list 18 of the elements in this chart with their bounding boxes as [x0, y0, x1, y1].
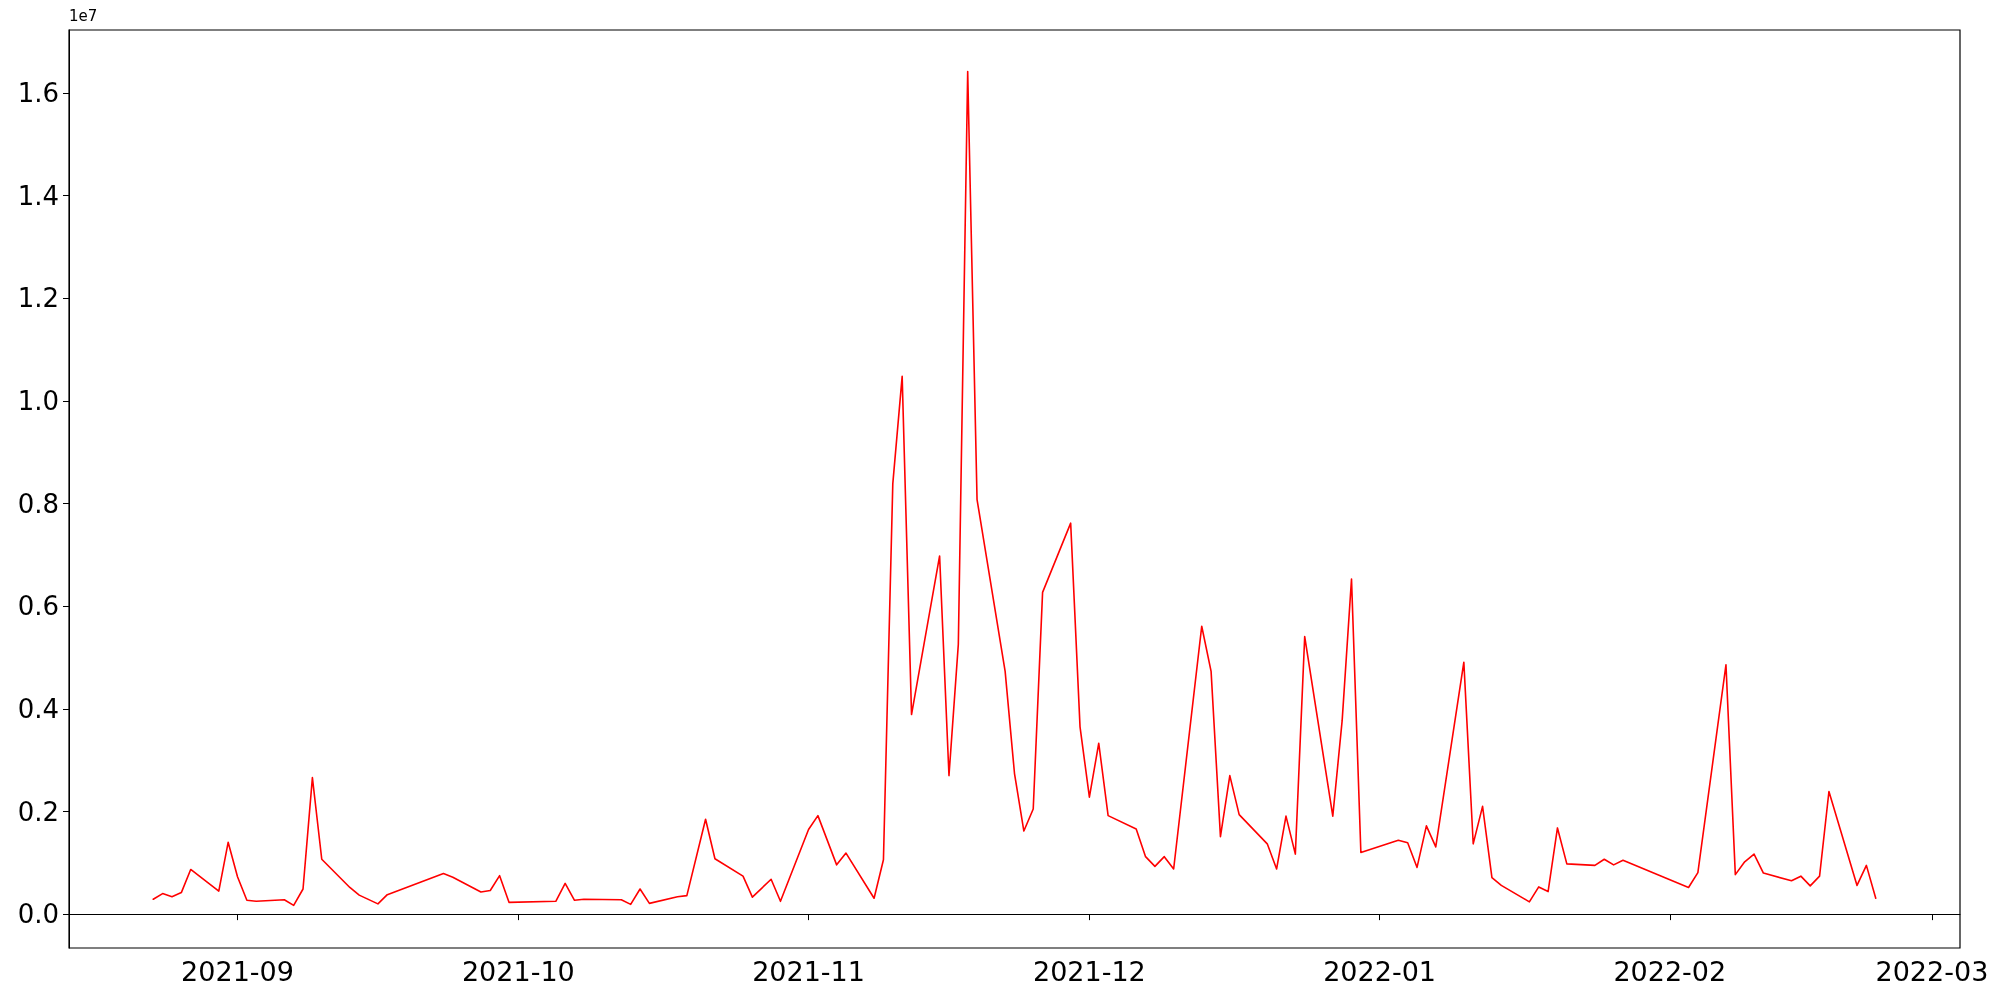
- line-series: [152, 70, 1877, 907]
- x-tick-label: 2022-02: [1613, 956, 1727, 987]
- y-tick-label: 0.6: [17, 591, 59, 622]
- y-tick-label: 1.6: [17, 78, 59, 109]
- x-tick-label: 2022-01: [1323, 956, 1436, 987]
- y-tick-label: 0.2: [17, 796, 59, 827]
- y-tick-label: 1.4: [17, 180, 59, 211]
- text: 1e7: [69, 6, 98, 25]
- x-tick-label: 2021-10: [461, 956, 575, 987]
- x-tick-label: 2021-12: [1032, 956, 1146, 987]
- y-tick-label: 0.0: [17, 899, 59, 930]
- x-tick-label: 2021-09: [181, 956, 294, 987]
- y-tick-label: 0.8: [17, 488, 59, 519]
- x-tick-label: 2022-03: [1875, 956, 1989, 987]
- y-tick-label: 0.4: [17, 693, 59, 724]
- y-tick-label: 1.0: [17, 386, 59, 416]
- x-tick-label: 2021-11: [752, 956, 865, 987]
- y-tick-label: 1.2: [17, 283, 59, 314]
